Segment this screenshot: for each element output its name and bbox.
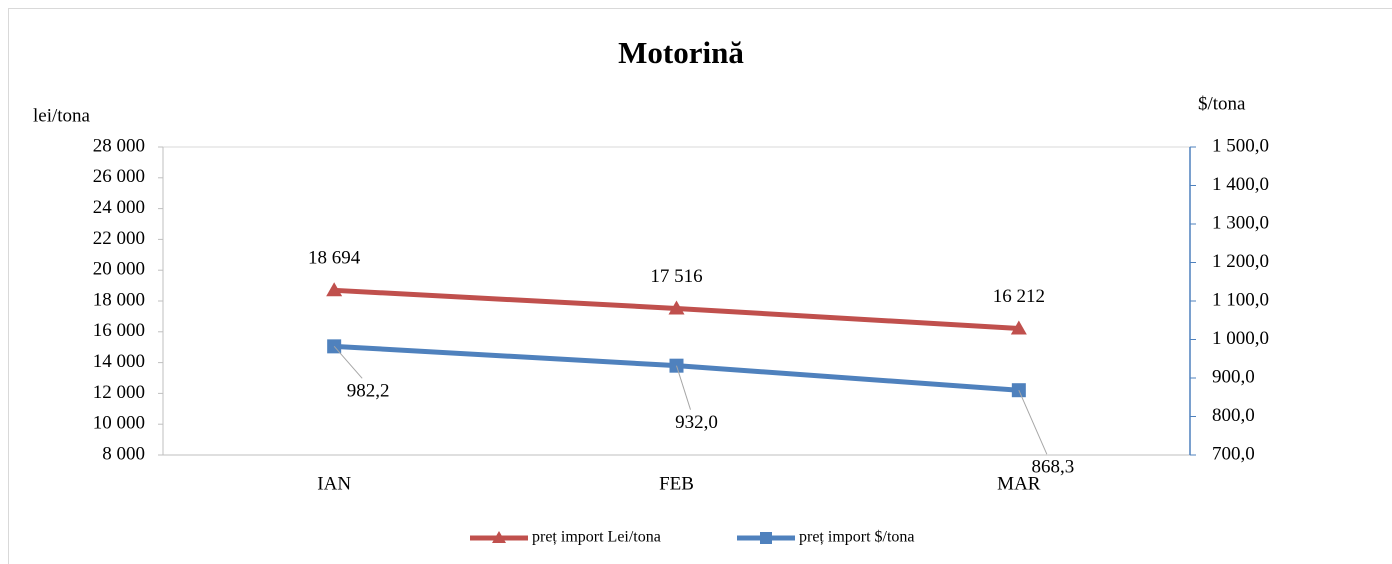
- y2-tick-label: 800,0: [1212, 405, 1255, 426]
- data-label: 982,2: [347, 381, 390, 402]
- y-tick-label: 16 000: [93, 320, 145, 341]
- x-tick-label: FEB: [659, 473, 694, 494]
- legend-text: preț import $/tona: [799, 529, 915, 546]
- x-tick-label: IAN: [317, 473, 351, 494]
- data-label: 17 516: [650, 266, 702, 287]
- data-label: 16 212: [993, 286, 1045, 307]
- legend-marker: [760, 532, 772, 544]
- y-tick-label: 18 000: [93, 289, 145, 310]
- y2-tick-label: 1 100,0: [1212, 289, 1269, 310]
- y2-tick-label: 1 400,0: [1212, 174, 1269, 195]
- leader-line: [1018, 390, 1048, 455]
- marker: [1011, 383, 1026, 398]
- y-axis-label: lei/tona: [33, 105, 91, 126]
- chart-title: Motorină: [618, 35, 744, 70]
- y-tick-label: 8 000: [102, 443, 145, 464]
- leader-line: [333, 346, 363, 379]
- legend-text: preț import Lei/tona: [532, 529, 661, 546]
- data-label: 932,0: [675, 412, 718, 433]
- marker: [668, 300, 685, 315]
- y-tick-label: 14 000: [93, 351, 145, 372]
- y2-tick-label: 1 200,0: [1212, 251, 1269, 272]
- x-tick-label: MAR: [997, 473, 1041, 494]
- y-tick-label: 24 000: [93, 197, 145, 218]
- y-tick-label: 12 000: [93, 382, 145, 403]
- y2-tick-label: 900,0: [1212, 366, 1255, 387]
- y2-tick-label: 1 000,0: [1212, 328, 1269, 349]
- y-tick-label: 26 000: [93, 166, 145, 187]
- y-tick-label: 22 000: [93, 228, 145, 249]
- marker: [1010, 320, 1027, 335]
- y2-tick-label: 700,0: [1212, 443, 1255, 464]
- leader-line: [676, 365, 691, 410]
- chart-frame: [8, 8, 1392, 564]
- y-tick-label: 10 000: [93, 413, 145, 434]
- y2-tick-label: 1 300,0: [1212, 212, 1269, 233]
- marker: [326, 282, 343, 297]
- y2-axis-label: $/tona: [1198, 93, 1246, 114]
- legend-marker: [492, 531, 506, 543]
- data-label: 18 694: [308, 248, 361, 269]
- y-tick-label: 20 000: [93, 259, 145, 280]
- data-label: 868,3: [1031, 457, 1074, 478]
- y-tick-label: 28 000: [93, 135, 145, 156]
- y2-tick-label: 1 500,0: [1212, 135, 1269, 156]
